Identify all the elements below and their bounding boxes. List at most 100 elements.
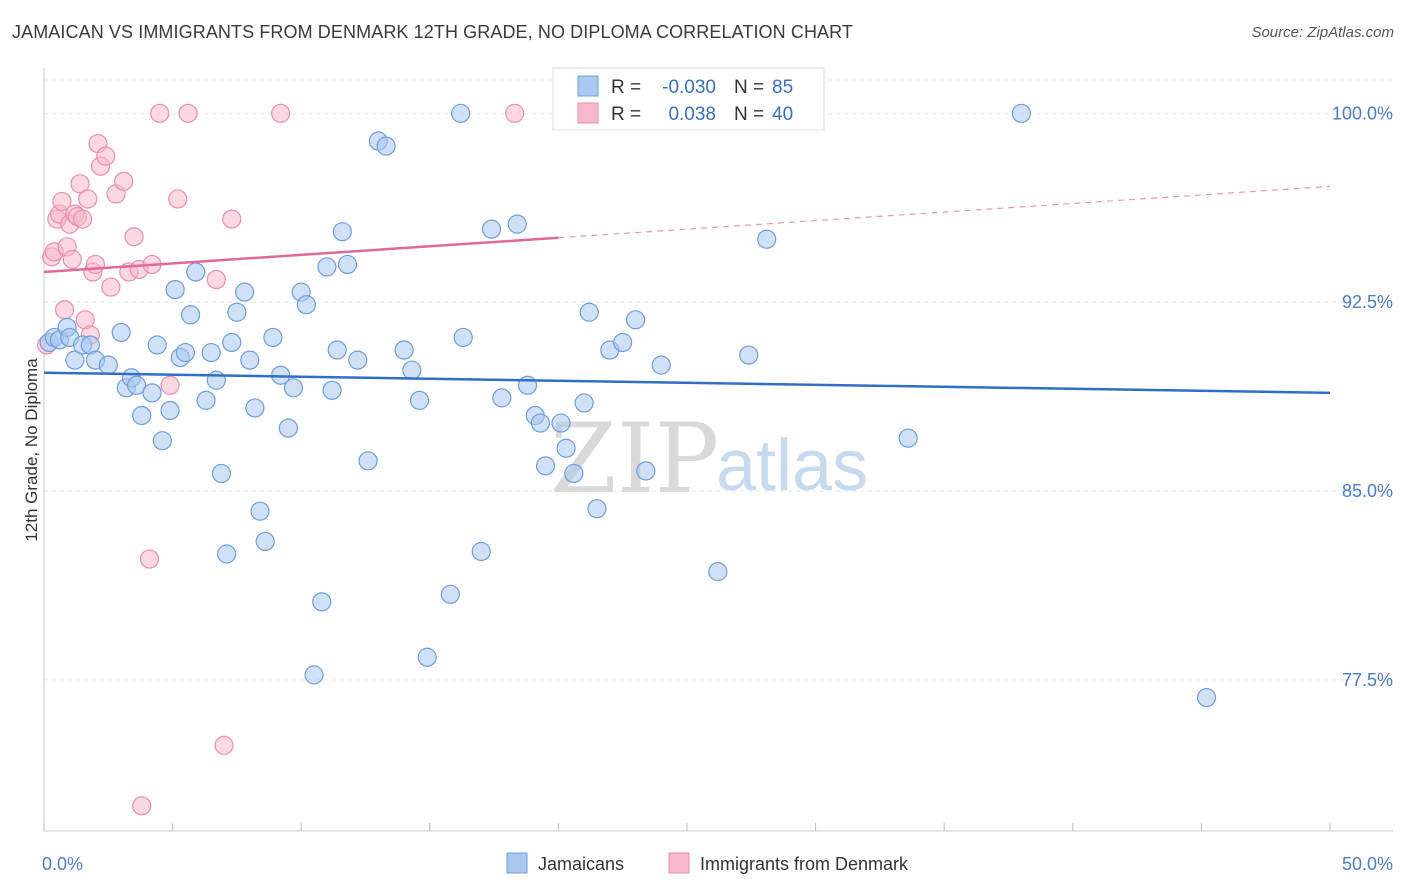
denmark-point <box>52 191 72 212</box>
legend-top: R = -0.030 N = 85 R = 0.038 N = 40 <box>552 67 825 131</box>
jamaican-point <box>625 310 646 330</box>
denmark-point <box>62 249 82 269</box>
jamaican-point <box>255 531 275 552</box>
jamaican-point <box>152 431 172 451</box>
y-tick-label: 92.5% <box>1342 292 1393 312</box>
jamaican-point <box>1196 687 1217 708</box>
denmark-trend-line-extension <box>558 185 1331 239</box>
jamaican-point <box>757 229 777 249</box>
denmark-point <box>271 103 291 123</box>
denmark-point <box>124 227 144 247</box>
y-tick-label: 85.0% <box>1342 481 1393 501</box>
jamaican-point <box>278 418 298 438</box>
jamaican-point <box>651 355 671 375</box>
jamaican-point <box>535 456 556 476</box>
jamaican-point <box>111 322 131 343</box>
jamaican-point <box>98 355 118 375</box>
denmark-point <box>214 735 234 755</box>
jamaican-point <box>181 305 201 325</box>
x-tick-label-max: 50.0% <box>1342 854 1393 874</box>
denmark-point <box>150 103 170 123</box>
jamaican-point <box>196 390 216 410</box>
jamaican-point <box>551 413 571 433</box>
jamaican-point <box>564 463 584 484</box>
legend-r-label-2: R = <box>611 104 641 125</box>
jamaican-point <box>296 295 316 315</box>
denmark-point <box>96 146 116 166</box>
jamaican-point <box>160 400 180 421</box>
legend-n-label-1: N = <box>734 77 764 98</box>
jamaican-point <box>147 335 167 355</box>
legend-n-value-1: 85 <box>772 77 793 98</box>
denmark-point <box>114 171 134 191</box>
jamaican-point <box>317 257 337 277</box>
axes <box>43 68 1393 832</box>
y-axis-label: 12th Grade, No Diploma <box>22 358 41 542</box>
legend-bottom-swatch-jamaicans <box>506 852 528 874</box>
legend-swatch-jamaicans <box>577 75 599 97</box>
jamaican-point <box>142 383 162 403</box>
denmark-point <box>78 189 98 209</box>
y-tick-label: 77.5% <box>1342 670 1393 690</box>
legend-r-label-1: R = <box>611 77 641 98</box>
jamaican-point <box>337 254 358 275</box>
legend-bottom-swatch-denmark <box>668 852 690 874</box>
jamaican-point <box>453 327 473 348</box>
jamaican-point <box>175 342 196 363</box>
chart-title: JAMAICAN VS IMMIGRANTS FROM DENMARK 12TH… <box>12 22 854 42</box>
jamaican-point <box>417 647 437 667</box>
legend-n-value-2: 40 <box>772 104 793 125</box>
jamaican-point <box>165 279 185 300</box>
jamaican-point <box>409 390 430 410</box>
jamaican-point <box>263 327 283 348</box>
jamaican-point <box>492 388 512 408</box>
jamaican-point <box>250 501 270 521</box>
jamaican-point <box>613 332 633 353</box>
jamaican-point <box>240 350 260 370</box>
jamaican-point <box>579 302 599 322</box>
jamaicans-trend-line <box>43 371 1331 395</box>
jamaican-point <box>322 380 342 400</box>
jamaican-point <box>227 302 247 322</box>
denmark-point <box>85 254 106 275</box>
jamaican-point <box>312 592 332 612</box>
x-tick-label-min: 0.0% <box>42 854 83 874</box>
denmark-point <box>132 796 152 816</box>
jamaican-point <box>327 340 347 360</box>
legend-r-value-2: 0.038 <box>668 104 716 125</box>
denmark-point <box>222 209 242 229</box>
watermark-zip: ZIP <box>550 403 719 515</box>
x-axis-ticks <box>43 823 1331 831</box>
jamaican-point <box>530 413 550 433</box>
jamaican-point <box>304 665 324 685</box>
jamaican-point <box>636 461 656 481</box>
series-immigrants-from-denmark <box>36 103 525 816</box>
jamaican-point <box>451 103 471 123</box>
watermark: ZIP atlas <box>550 403 868 515</box>
jamaican-point <box>898 428 918 448</box>
jamaican-point <box>376 136 396 156</box>
legend-bottom: Jamaicans Immigrants from Denmark <box>506 852 909 874</box>
denmark-point <box>160 375 180 395</box>
jamaican-point <box>132 405 152 426</box>
denmark-point <box>139 549 160 569</box>
jamaican-point <box>358 451 378 471</box>
jamaican-point <box>206 370 226 390</box>
denmark-point <box>70 174 90 194</box>
legend-bottom-label-jamaicans: Jamaicans <box>538 854 624 874</box>
jamaican-point <box>235 282 255 302</box>
denmark-trend-line <box>43 236 559 274</box>
jamaican-point <box>65 350 85 370</box>
jamaican-point <box>1011 103 1031 123</box>
denmark-point <box>206 269 226 290</box>
source-label: Source: ZipAtlas.com <box>1251 24 1394 41</box>
jamaican-point <box>222 332 242 353</box>
jamaican-point <box>217 544 237 564</box>
y-tick-label: 100.0% <box>1332 103 1393 123</box>
jamaican-point <box>440 584 460 604</box>
jamaican-point <box>201 342 221 363</box>
denmark-point <box>168 189 188 209</box>
jamaican-point <box>507 214 527 234</box>
grid-lines <box>44 79 1393 681</box>
jamaican-point <box>556 438 576 458</box>
